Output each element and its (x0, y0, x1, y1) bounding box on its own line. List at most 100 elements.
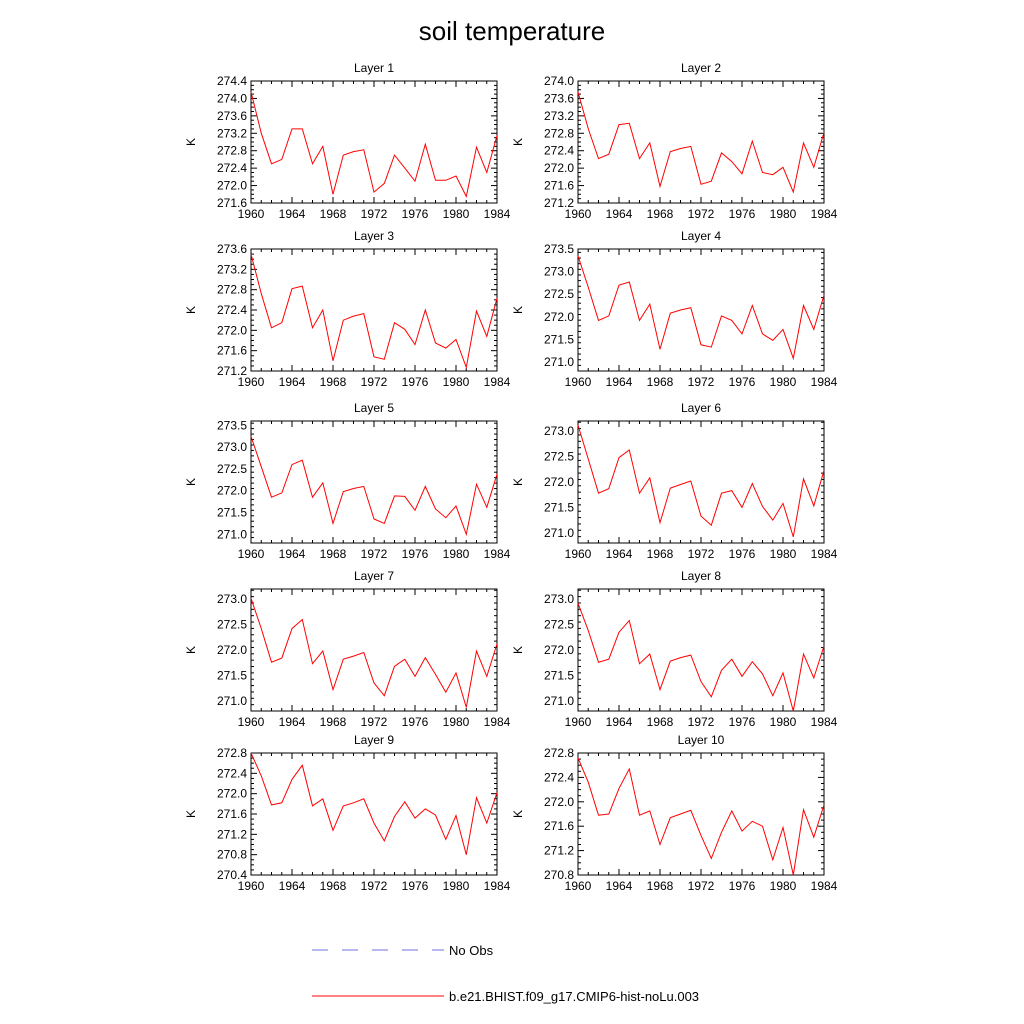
y-tick-label: 274.4 (217, 74, 247, 88)
y-tick-label: 270.4 (217, 868, 247, 882)
y-axis-label: K (511, 138, 525, 146)
series-line (577, 603, 825, 712)
x-tick-label: 1968 (320, 375, 347, 389)
x-tick-label: 1980 (770, 547, 797, 561)
panel-title: Layer 1 (354, 61, 394, 75)
panel-title: Layer 6 (681, 401, 721, 415)
y-axis-label: K (184, 478, 198, 486)
panel-title: Layer 8 (681, 569, 721, 583)
x-tick-label: 1980 (443, 715, 470, 729)
y-tick-label: 272.4 (544, 770, 574, 784)
panel-8: Layer 8 K 1960 1964 1968 1972 1976 1980 1984 271.… (511, 569, 838, 729)
y-tick-label: 273.0 (544, 592, 574, 606)
x-tick-label: 1984 (484, 207, 511, 221)
plot-frame (577, 588, 825, 712)
x-tick-label: 1972 (688, 375, 715, 389)
y-tick-label: 270.8 (544, 868, 574, 882)
panel-title: Layer 3 (354, 229, 394, 243)
y-tick-label: 272.0 (217, 179, 247, 193)
x-tick-label: 1984 (811, 375, 838, 389)
x-tick-label: 1964 (279, 715, 306, 729)
panel-3: Layer 3 K 1960 1964 1968 1972 1976 1980 1984 271.… (184, 229, 511, 389)
y-tick-label: 272.5 (217, 462, 247, 476)
plot-frame (250, 752, 498, 876)
y-tick-label: 270.8 (217, 848, 247, 862)
panels: Layer 1 K 1960 1964 1968 1972 1976 1980 1984 271.… (184, 61, 838, 893)
y-tick-label: 273.0 (544, 265, 574, 279)
panel-5: Layer 5 K 1960 1964 1968 1972 1976 1980 1984 271.… (184, 401, 511, 561)
x-tick-label: 1976 (402, 879, 429, 893)
x-tick-label: 1972 (361, 879, 388, 893)
series-line (250, 752, 498, 855)
x-tick-label: 1972 (688, 879, 715, 893)
x-tick-label: 1968 (647, 375, 674, 389)
y-axis-label: K (184, 646, 198, 654)
series-line (250, 598, 498, 708)
y-tick-label: 274.0 (217, 91, 247, 105)
y-axis-label: K (184, 306, 198, 314)
series-line (577, 757, 825, 876)
y-tick-label: 271.0 (217, 527, 247, 541)
x-tick-label: 1960 (238, 207, 265, 221)
series-line (577, 255, 825, 361)
plot-frame (577, 420, 825, 544)
x-tick-label: 1984 (484, 879, 511, 893)
y-tick-label: 273.6 (544, 91, 574, 105)
x-tick-label: 1968 (647, 715, 674, 729)
plot-frame (577, 752, 825, 876)
x-tick-label: 1984 (484, 547, 511, 561)
x-tick-label: 1968 (320, 547, 347, 561)
x-tick-label: 1960 (238, 715, 265, 729)
x-tick-label: 1964 (606, 879, 633, 893)
x-tick-label: 1976 (729, 547, 756, 561)
x-tick-label: 1968 (647, 207, 674, 221)
x-tick-label: 1980 (443, 879, 470, 893)
x-tick-label: 1984 (811, 879, 838, 893)
y-tick-label: 272.4 (544, 144, 574, 158)
x-tick-label: 1984 (484, 375, 511, 389)
y-tick-label: 272.5 (544, 618, 574, 632)
plot-frame (250, 248, 498, 372)
y-tick-label: 272.8 (544, 746, 574, 760)
y-tick-label: 271.0 (544, 526, 574, 540)
y-tick-label: 272.5 (544, 287, 574, 301)
x-tick-label: 1972 (361, 715, 388, 729)
x-tick-label: 1960 (565, 879, 592, 893)
panel-2: Layer 2 K 1960 1964 1968 1972 1976 1980 1984 271.… (511, 61, 838, 221)
x-tick-label: 1984 (484, 715, 511, 729)
x-tick-label: 1984 (811, 715, 838, 729)
x-tick-label: 1980 (443, 375, 470, 389)
x-tick-label: 1972 (688, 547, 715, 561)
y-tick-label: 271.2 (217, 364, 247, 378)
y-tick-label: 272.0 (544, 643, 574, 657)
y-tick-label: 272.0 (544, 161, 574, 175)
y-tick-label: 273.5 (544, 242, 574, 256)
y-tick-label: 273.0 (544, 424, 574, 438)
y-tick-label: 273.2 (544, 109, 574, 123)
y-tick-label: 273.0 (217, 440, 247, 454)
x-tick-label: 1972 (361, 547, 388, 561)
x-tick-label: 1980 (443, 547, 470, 561)
series-line (250, 253, 498, 370)
y-tick-label: 272.8 (217, 746, 247, 760)
y-tick-label: 272.4 (217, 766, 247, 780)
x-tick-label: 1980 (770, 207, 797, 221)
x-tick-label: 1980 (770, 715, 797, 729)
x-tick-label: 1964 (279, 879, 306, 893)
x-tick-label: 1972 (361, 207, 388, 221)
x-tick-label: 1960 (238, 375, 265, 389)
x-tick-label: 1964 (279, 207, 306, 221)
panel-title: Layer 7 (354, 569, 394, 583)
y-tick-label: 272.0 (217, 323, 247, 337)
x-tick-label: 1976 (402, 547, 429, 561)
x-tick-label: 1976 (402, 207, 429, 221)
y-tick-label: 273.5 (217, 418, 247, 432)
y-tick-label: 273.2 (217, 126, 247, 140)
panel-7: Layer 7 K 1960 1964 1968 1972 1976 1980 1984 271.… (184, 569, 511, 729)
y-tick-label: 271.2 (544, 196, 574, 210)
figure-title: soil temperature (419, 16, 605, 46)
y-tick-label: 271.2 (217, 827, 247, 841)
x-tick-label: 1960 (565, 375, 592, 389)
x-tick-label: 1972 (688, 207, 715, 221)
